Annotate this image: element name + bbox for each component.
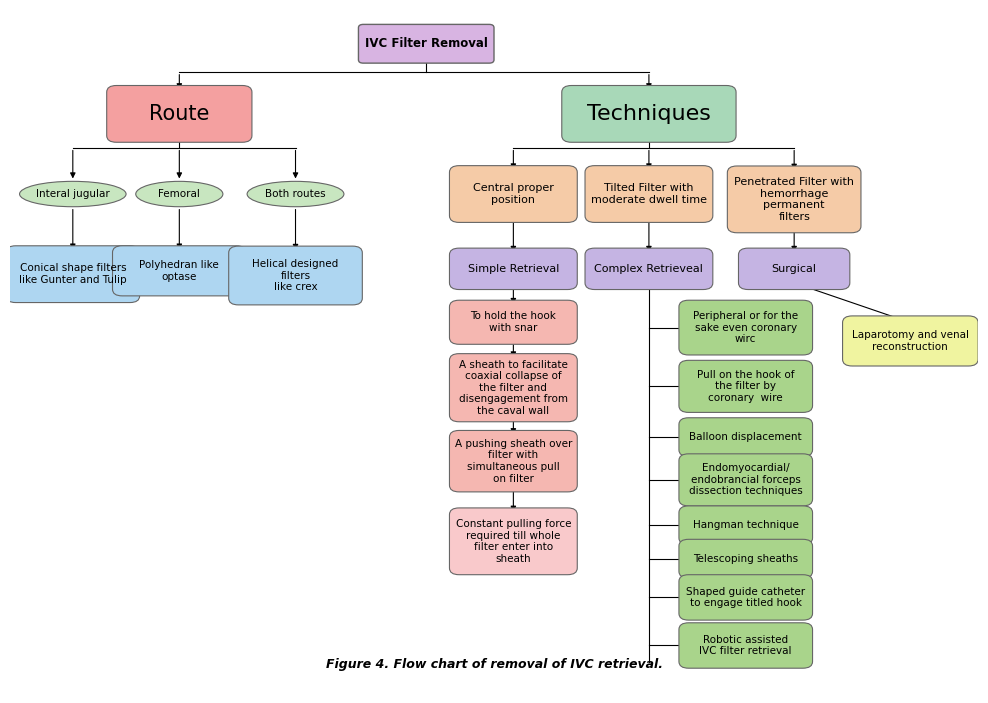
FancyBboxPatch shape xyxy=(113,246,246,296)
Text: Surgical: Surgical xyxy=(772,264,817,274)
Text: Penetrated Filter with
hemorrhage
permanent
filters: Penetrated Filter with hemorrhage perman… xyxy=(734,177,855,221)
Text: Telescoping sheaths: Telescoping sheaths xyxy=(694,554,798,564)
FancyBboxPatch shape xyxy=(450,166,577,222)
Text: Peripheral or for the
sake even coronary
wirc: Peripheral or for the sake even coronary… xyxy=(694,311,798,344)
FancyBboxPatch shape xyxy=(107,86,252,142)
FancyBboxPatch shape xyxy=(228,246,363,305)
Text: Balloon displacement: Balloon displacement xyxy=(690,432,802,442)
FancyBboxPatch shape xyxy=(585,166,712,222)
Text: Route: Route xyxy=(149,104,209,124)
Text: Conical shape filters
like Gunter and Tulip: Conical shape filters like Gunter and Tu… xyxy=(19,264,126,285)
FancyBboxPatch shape xyxy=(679,300,812,355)
FancyBboxPatch shape xyxy=(679,623,812,668)
Ellipse shape xyxy=(247,181,344,207)
Text: Shaped guide catheter
to engage titled hook: Shaped guide catheter to engage titled h… xyxy=(687,586,805,608)
FancyBboxPatch shape xyxy=(585,248,712,290)
Text: A sheath to facilitate
coaxial collapse of
the filter and
disengagement from
the: A sheath to facilitate coaxial collapse … xyxy=(458,359,568,416)
FancyBboxPatch shape xyxy=(843,316,978,366)
Text: Endomyocardial/
endobrancial forceps
dissection techniques: Endomyocardial/ endobrancial forceps dis… xyxy=(689,463,802,496)
Ellipse shape xyxy=(135,181,223,207)
Text: Tilted Filter with
moderate dwell time: Tilted Filter with moderate dwell time xyxy=(591,183,707,205)
Text: Interal jugular: Interal jugular xyxy=(36,189,110,199)
FancyBboxPatch shape xyxy=(450,354,577,422)
FancyBboxPatch shape xyxy=(679,574,812,620)
FancyBboxPatch shape xyxy=(679,418,812,456)
Text: Femoral: Femoral xyxy=(158,189,201,199)
FancyBboxPatch shape xyxy=(679,539,812,578)
Text: Central proper
position: Central proper position xyxy=(473,183,554,205)
FancyBboxPatch shape xyxy=(738,248,850,290)
FancyBboxPatch shape xyxy=(679,506,812,545)
Text: Complex Retrieveal: Complex Retrieveal xyxy=(595,264,703,274)
Text: A pushing sheath over
filter with
simultaneous pull
on filter: A pushing sheath over filter with simult… xyxy=(454,439,572,484)
Text: To hold the hook
with snar: To hold the hook with snar xyxy=(470,311,556,333)
Text: Polyhedran like
optase: Polyhedran like optase xyxy=(139,260,219,282)
FancyBboxPatch shape xyxy=(727,166,861,233)
FancyBboxPatch shape xyxy=(450,430,577,492)
Text: Hangman technique: Hangman technique xyxy=(693,520,798,530)
Text: Constant pulling force
required till whole
filter enter into
sheath: Constant pulling force required till who… xyxy=(455,519,571,564)
FancyBboxPatch shape xyxy=(450,300,577,344)
FancyBboxPatch shape xyxy=(562,86,736,142)
Text: Pull on the hook of
the filter by
coronary  wire: Pull on the hook of the filter by corona… xyxy=(697,370,794,403)
FancyBboxPatch shape xyxy=(450,248,577,290)
Text: IVC Filter Removal: IVC Filter Removal xyxy=(365,37,488,50)
Text: Techniques: Techniques xyxy=(587,104,710,124)
Text: Figure 4. Flow chart of removal of IVC retrieval.: Figure 4. Flow chart of removal of IVC r… xyxy=(325,659,663,671)
FancyBboxPatch shape xyxy=(450,508,577,575)
FancyBboxPatch shape xyxy=(359,25,494,63)
FancyBboxPatch shape xyxy=(679,454,812,506)
FancyBboxPatch shape xyxy=(6,246,139,302)
FancyBboxPatch shape xyxy=(679,361,812,413)
Text: Laparotomy and venal
reconstruction: Laparotomy and venal reconstruction xyxy=(852,330,969,352)
Ellipse shape xyxy=(20,181,126,207)
Text: Robotic assisted
IVC filter retrieval: Robotic assisted IVC filter retrieval xyxy=(700,635,792,657)
Text: Helical designed
filters
like crex: Helical designed filters like crex xyxy=(252,259,339,292)
Text: Simple Retrieval: Simple Retrieval xyxy=(467,264,559,274)
Text: Both routes: Both routes xyxy=(265,189,326,199)
